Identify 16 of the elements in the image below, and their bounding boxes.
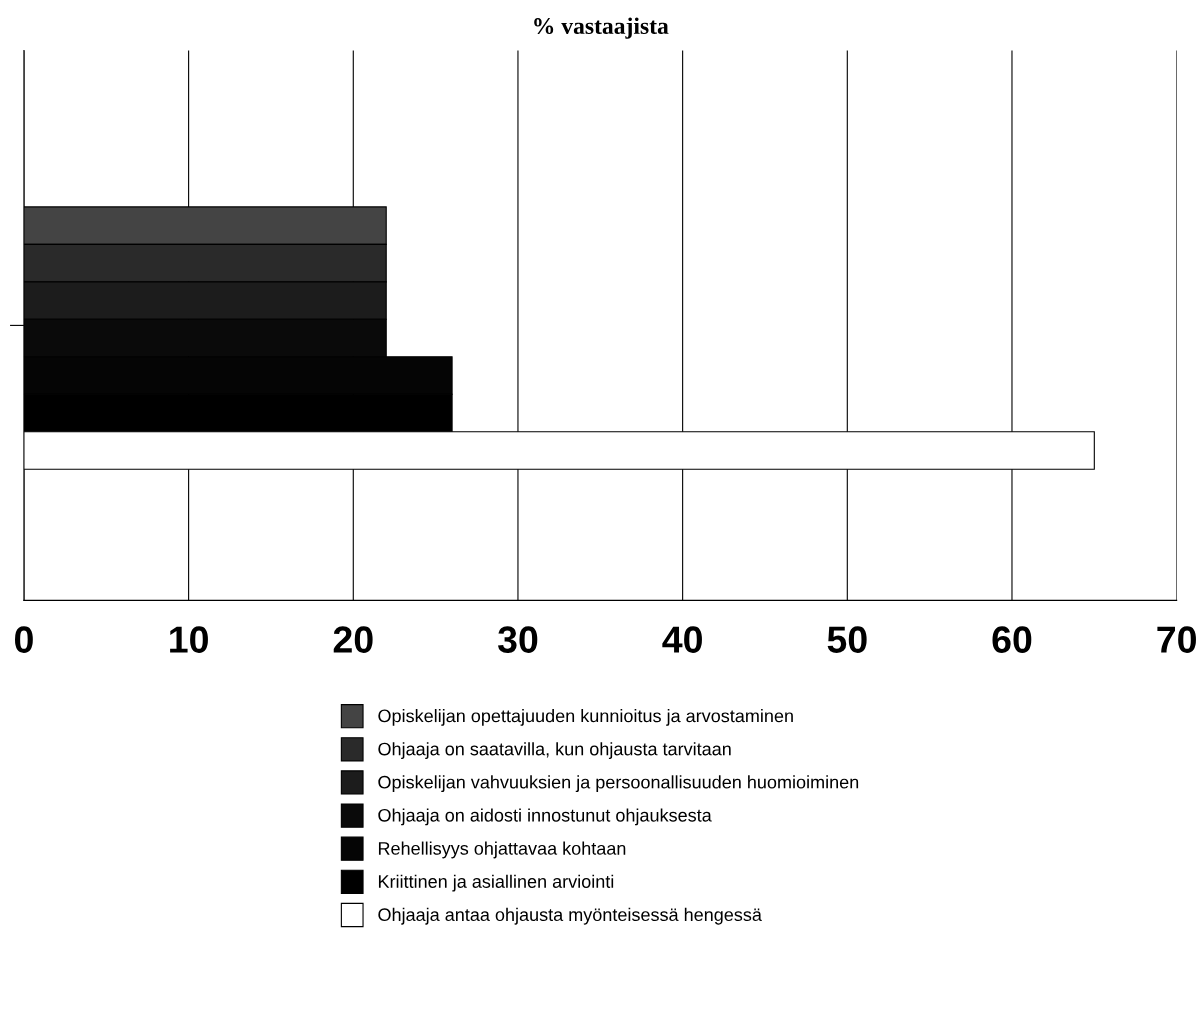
- x-tick-label: 50: [827, 626, 867, 653]
- legend-label: Kriittinen ja asiallinen arviointi: [378, 874, 614, 892]
- legend-label: Ohjaaja on saatavilla, kun ohjausta tarvitaan: [378, 742, 731, 759]
- legend-label: Opiskelijan vahvuuksien ja persoonallisuuden huomioiminen: [378, 775, 859, 793]
- legend-label: Ohjaaja antaa ohjausta myönteisessä hengessä: [378, 907, 762, 925]
- x-tick-label: 60: [992, 626, 1032, 653]
- x-tick-label: 40: [662, 626, 702, 653]
- legend-label: Opiskelijan opettajuuden kunnioitus ja arvostaminen: [378, 709, 793, 726]
- x-tick-label: 70: [1157, 626, 1196, 653]
- x-tick-label: 20: [333, 626, 373, 653]
- legend-label: Rehellisyys ohjattavaa kohtaan: [378, 841, 626, 859]
- x-tick-label: 30: [497, 626, 538, 653]
- x-tick-label: 10: [170, 626, 208, 653]
- x-tick-label: 0: [15, 626, 33, 653]
- legend-label: Ohjaaja on aidosti innostunut ohjauksesta: [378, 808, 712, 826]
- chart-title: % vastaajista: [534, 17, 669, 39]
